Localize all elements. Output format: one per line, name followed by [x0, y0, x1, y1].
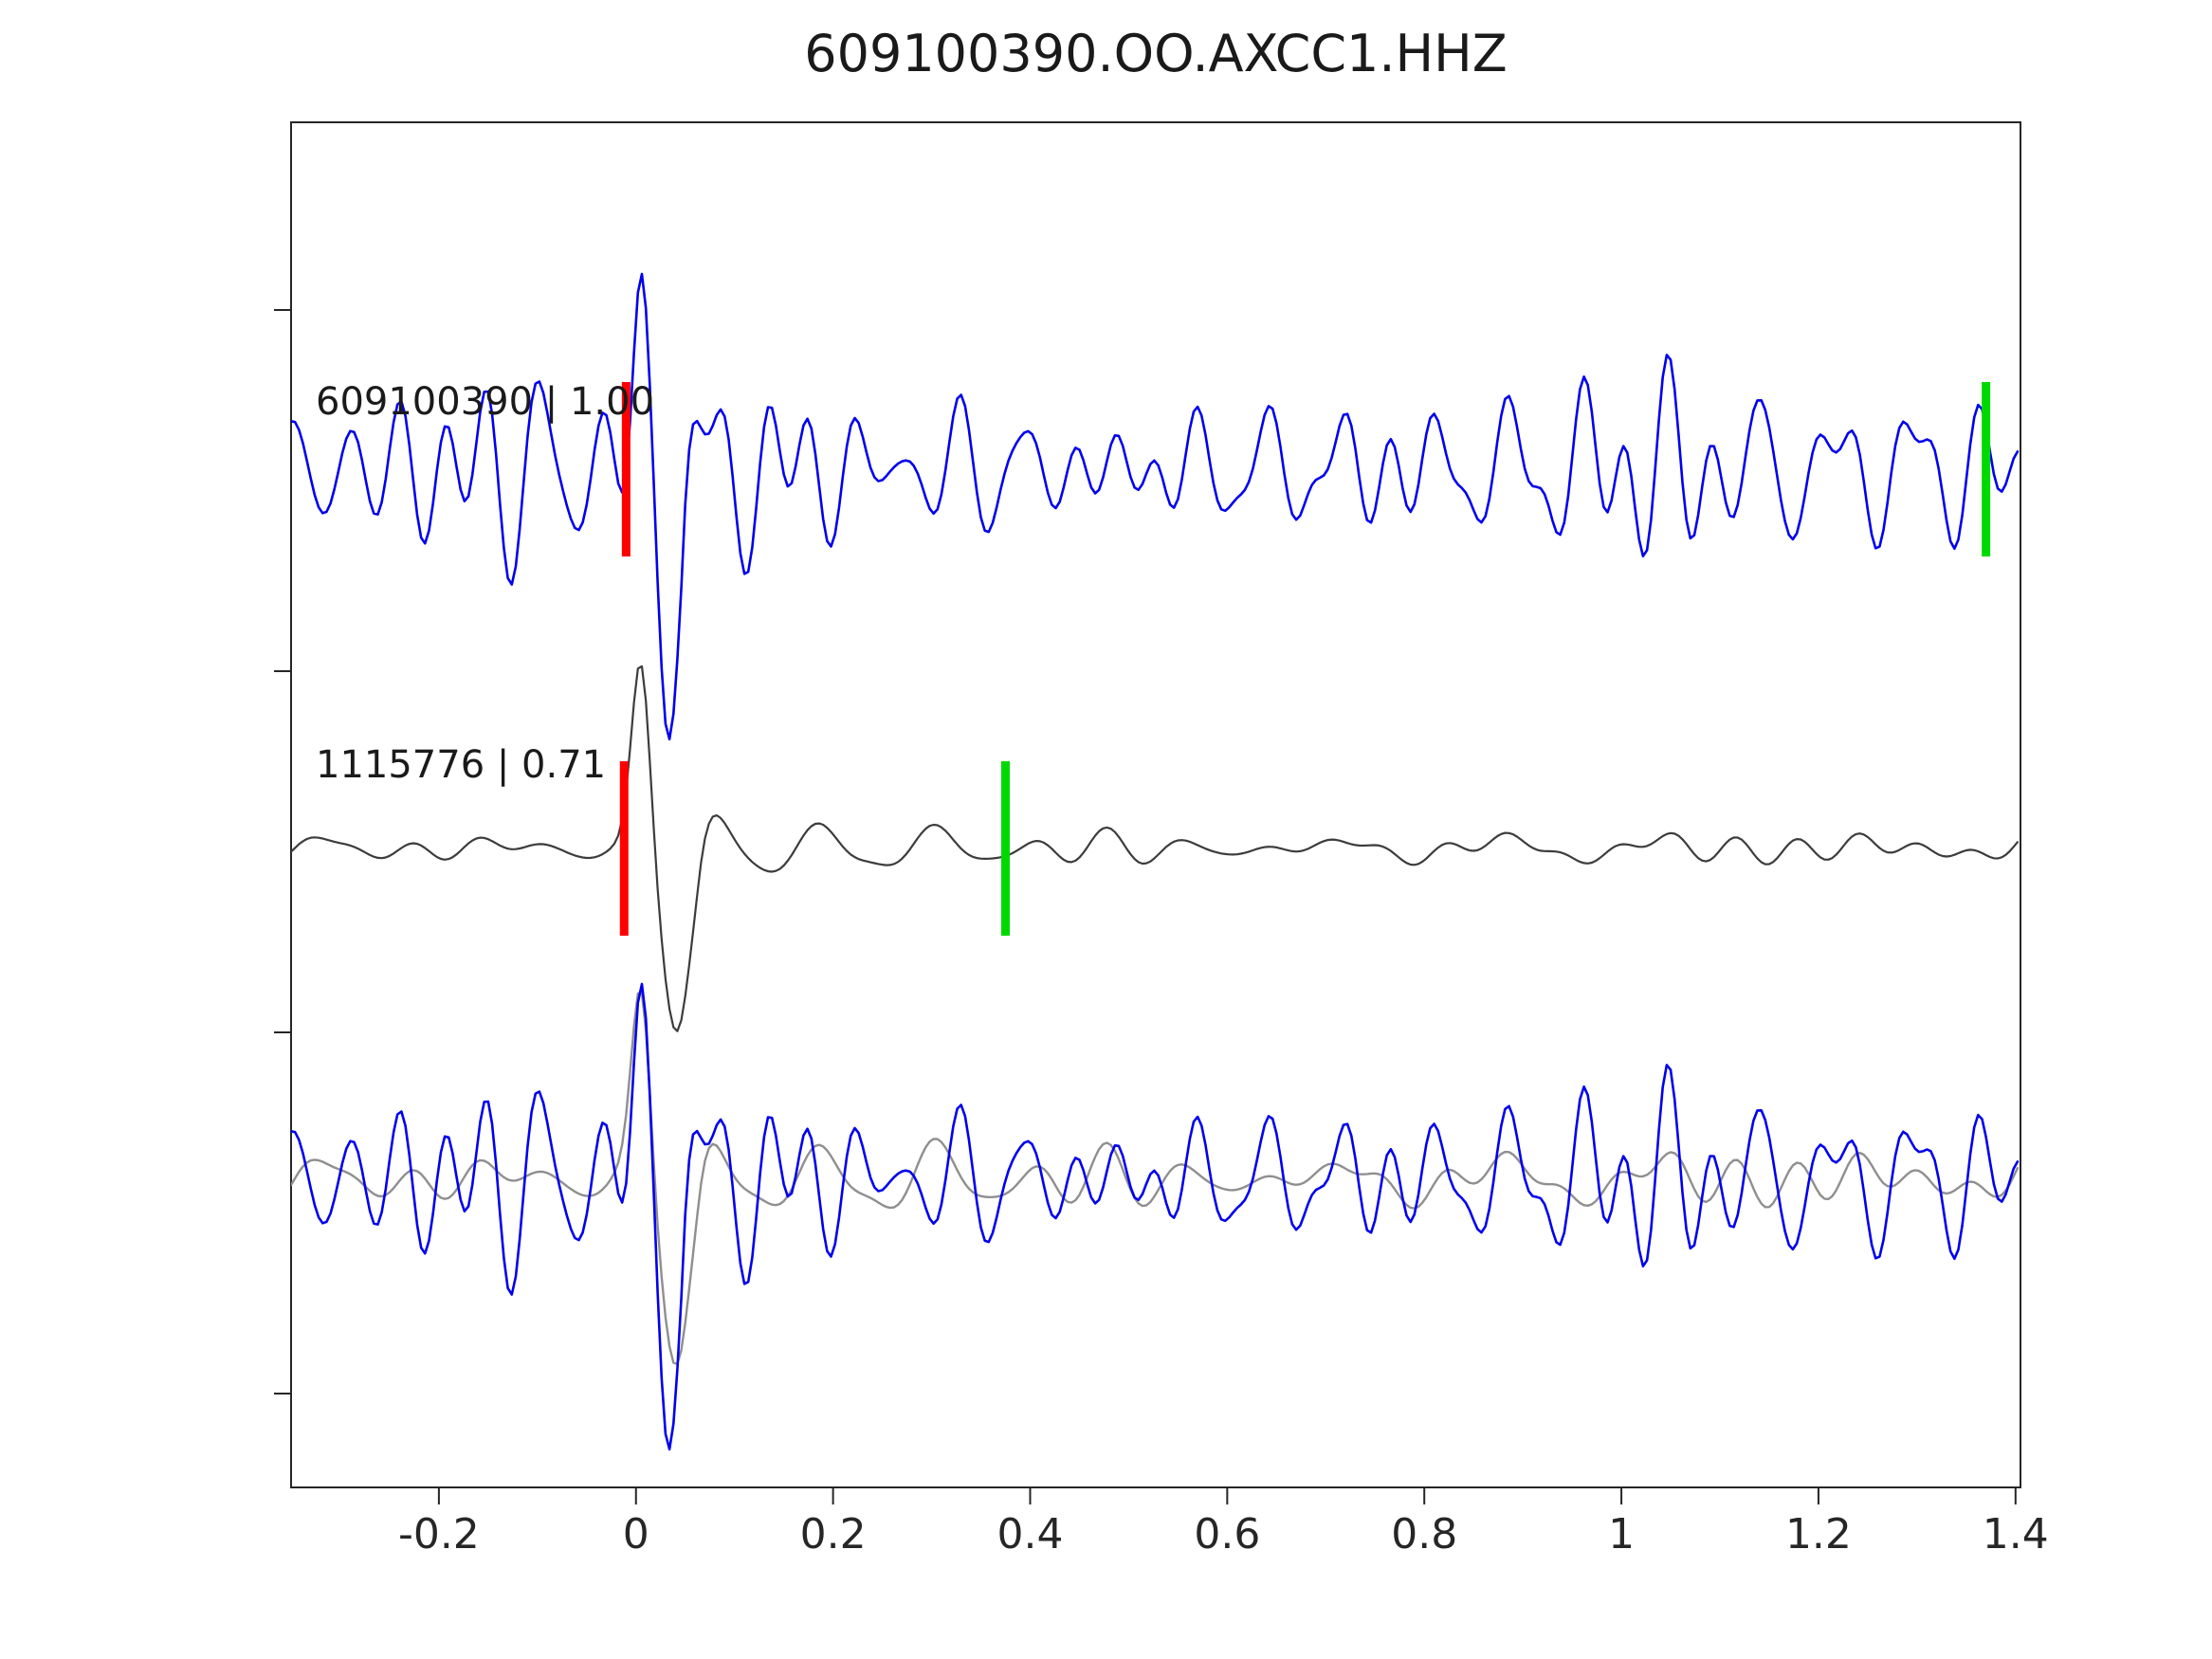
x-tick-label: 0.2 — [800, 1510, 867, 1559]
waveform-traces — [291, 272, 2020, 1451]
pick-markers — [619, 382, 1991, 936]
overlay-gray-trace — [291, 992, 2020, 1366]
trace-label-detection: 1115776 | 0.71 — [316, 743, 606, 787]
chart-title: 609100390.OO.AXCC1.HHZ — [804, 24, 1508, 83]
x-tick-label: -0.2 — [398, 1510, 480, 1559]
template-trace — [291, 272, 2020, 741]
x-tick-label: 0.8 — [1391, 1510, 1457, 1559]
x-tick-label: 1 — [1608, 1510, 1635, 1559]
x-tick-label: 0.4 — [996, 1510, 1063, 1559]
detection-trace — [291, 665, 2019, 1032]
x-tick-label: 0.6 — [1194, 1510, 1260, 1559]
plot-frame — [290, 121, 2021, 1488]
x-tick-label: 1.4 — [1983, 1510, 2049, 1559]
x-tick-label: 0 — [623, 1510, 649, 1559]
y-axis-ticks — [274, 309, 291, 1395]
x-axis-tick-labels: -0.2 0 0.2 0.4 0.6 0.8 1 1.2 1.4 — [398, 1510, 2049, 1559]
x-tick-label: 1.2 — [1785, 1510, 1852, 1559]
x-axis-ticks — [437, 1487, 2017, 1504]
trace-label-template: 609100390 | 1.00 — [316, 380, 654, 424]
overlay-blue-trace — [291, 982, 2020, 1451]
